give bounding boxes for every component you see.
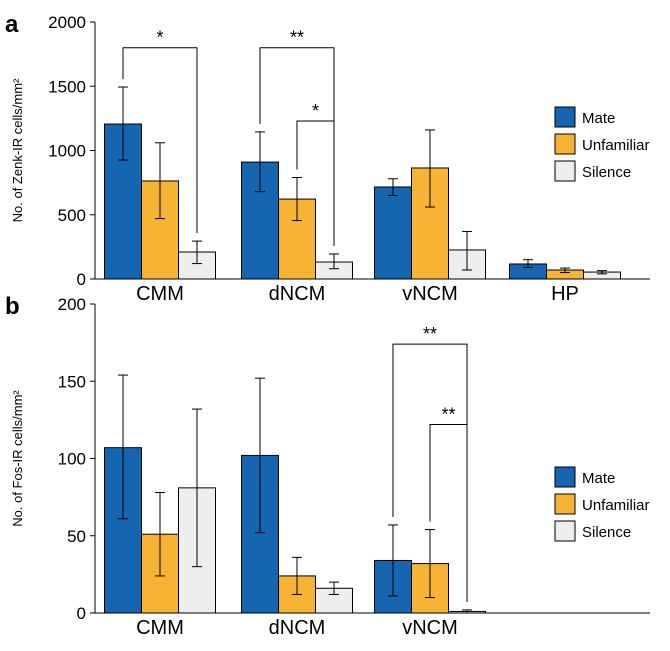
legend-label: Mate bbox=[582, 110, 615, 127]
y-tick-label: 50 bbox=[67, 527, 86, 546]
legend-swatch bbox=[554, 520, 576, 542]
significance-label: ** bbox=[290, 28, 304, 48]
x-tick-label: CMM bbox=[136, 283, 184, 305]
x-tick-label: dNCM bbox=[269, 617, 326, 639]
legend-label: Mate bbox=[582, 470, 615, 487]
x-tick-label: CMM bbox=[136, 617, 184, 639]
legend-label: Silence bbox=[582, 164, 631, 181]
y-tick-label: 100 bbox=[58, 450, 86, 469]
panel-a: a No. of Zenk-IR cells/mm² 0 500 1000 1500 200… bbox=[5, 11, 650, 305]
legend-swatch bbox=[554, 493, 576, 515]
significance-label: * bbox=[156, 28, 163, 48]
y-tick-label: 1000 bbox=[48, 142, 86, 161]
legend-swatch bbox=[554, 466, 576, 488]
panel-label: a bbox=[5, 11, 19, 38]
significance-bracket bbox=[296, 120, 335, 246]
y-tick-label: 200 bbox=[58, 295, 86, 314]
significance-label: ** bbox=[441, 405, 455, 425]
significance-bracket bbox=[122, 47, 198, 234]
y-axis-label: No. of Fos-IR cells/mm² bbox=[10, 390, 25, 527]
significance-label: * bbox=[312, 101, 319, 121]
y-tick-label: 500 bbox=[58, 206, 86, 225]
x-tick-label: vNCM bbox=[402, 617, 458, 639]
x-tick-label: HP bbox=[551, 283, 579, 305]
y-axis-label: No. of Zenk-IR cells/mm² bbox=[10, 78, 25, 222]
y-tick-label: 0 bbox=[77, 604, 86, 623]
panel-label: b bbox=[5, 293, 20, 320]
significance-label: ** bbox=[423, 324, 437, 344]
bar-mate-vNCM bbox=[374, 186, 412, 280]
significance-bracket bbox=[429, 424, 468, 602]
legend-swatch bbox=[554, 106, 576, 128]
legend-swatch bbox=[554, 160, 576, 182]
x-tick-label: vNCM bbox=[402, 283, 458, 305]
x-tick-label: dNCM bbox=[269, 283, 326, 305]
y-tick-label: 2000 bbox=[48, 13, 86, 32]
legend-label: Unfamiliar bbox=[582, 137, 650, 154]
legend-label: Silence bbox=[582, 524, 631, 541]
y-tick-label: 1500 bbox=[48, 77, 86, 96]
legend-swatch bbox=[554, 133, 576, 155]
y-tick-label: 0 bbox=[77, 270, 86, 289]
panel-b: b No. of Fos-IR cells/mm² 0 50 100 150 200 CMM d… bbox=[5, 293, 650, 639]
legend-label: Unfamiliar bbox=[582, 497, 650, 514]
y-tick-label: 150 bbox=[58, 372, 86, 391]
